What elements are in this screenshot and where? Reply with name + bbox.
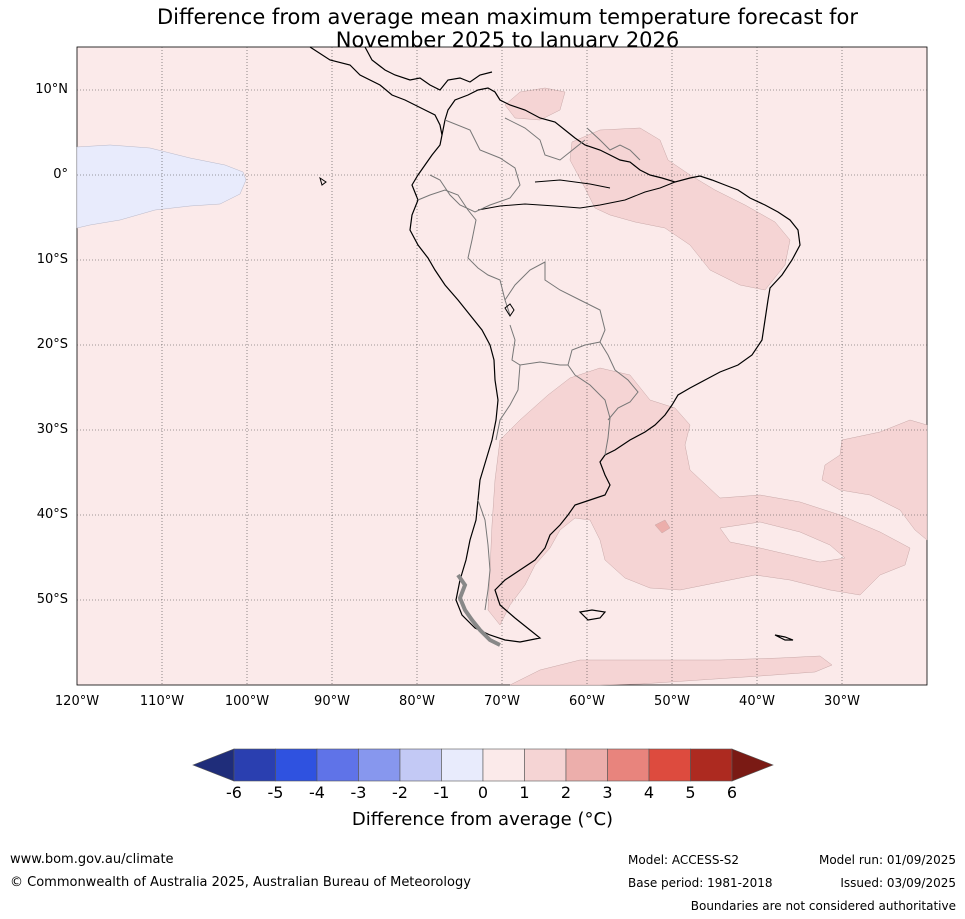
colorbar-bin <box>524 748 567 782</box>
colorbar-tick: 5 <box>685 783 696 802</box>
colorbar-bin <box>690 748 733 782</box>
lat-label-40s: 40°S <box>36 507 68 522</box>
colorbar-tick: -4 <box>309 783 325 802</box>
colorbar-tick: 6 <box>726 783 738 802</box>
lake-titicaca <box>504 303 515 317</box>
footer-issued: Issued: 03/09/2025 <box>840 876 956 890</box>
colorbar-bin <box>316 748 359 782</box>
lat-label-20s: 20°S <box>36 337 68 352</box>
lon-label-120w: 120°W <box>54 694 100 709</box>
colorbar-label: Difference from average (°C) <box>351 809 614 830</box>
colorbar-bin <box>565 748 608 782</box>
colorbar-tick: -2 <box>392 783 408 802</box>
lat-label-30s: 30°S <box>36 422 68 437</box>
colorbar-max-arrow <box>731 748 774 782</box>
footer-copyright: © Commonwealth of Australia 2025, Austra… <box>10 875 471 890</box>
lon-label-30w: 30°W <box>824 694 860 709</box>
colorbar-bin <box>233 748 276 782</box>
colorbar-tick: -5 <box>267 783 284 802</box>
south-georgia <box>774 634 794 641</box>
amazon-river <box>477 181 676 211</box>
colorbar-tick: 4 <box>643 783 655 802</box>
colorbar <box>192 748 774 782</box>
warm-anomaly-region-venezuela <box>504 87 566 121</box>
lon-label-40w: 40°W <box>739 694 775 709</box>
colorbar-bin <box>441 748 484 782</box>
warm-anomaly-region-south <box>509 655 833 686</box>
colorbar-tick: 0 <box>477 783 489 802</box>
lon-label-60w: 60°W <box>569 694 605 709</box>
lon-label-110w: 110°W <box>139 694 185 709</box>
colorbar-tick: -1 <box>433 783 450 802</box>
falkland-islands <box>578 609 607 621</box>
warm-anomaly-spot <box>654 519 671 534</box>
gridlines <box>77 47 927 685</box>
footer-model: Model: ACCESS-S2 <box>628 853 740 867</box>
colorbar-bin <box>275 748 318 782</box>
colorbar-tick: -3 <box>350 783 367 802</box>
lat-label-10s: 10°S <box>36 252 68 267</box>
colorbar-bin <box>482 748 525 782</box>
lon-label-50w: 50°W <box>654 694 690 709</box>
lat-label-50s: 50°S <box>36 592 68 607</box>
map-title-line1: Difference from average mean maximum tem… <box>157 5 858 29</box>
colorbar-min-arrow <box>192 748 235 782</box>
colorbar-tick: 1 <box>519 783 530 802</box>
footer-model-run: Model run: 01/09/2025 <box>818 853 956 867</box>
lat-label-0: 0° <box>53 167 68 182</box>
lat-label-10n: 10°N <box>35 82 68 97</box>
colorbar-tick: 2 <box>560 783 572 802</box>
chile-archipelago <box>456 573 501 647</box>
footer-base-period: Base period: 1981-2018 <box>628 876 773 890</box>
warm-anomaly-region-north-brazil <box>569 127 791 291</box>
lon-label-100w: 100°W <box>224 694 270 709</box>
colorbar-tick: 3 <box>602 783 613 802</box>
colorbar-bin <box>358 748 401 782</box>
footer-disclaimer: Boundaries are not considered authoritat… <box>690 899 956 913</box>
footer-url[interactable]: www.bom.gov.au/climate <box>10 852 174 867</box>
warm-anomaly-hole <box>719 521 846 563</box>
warm-anomaly-region-atlantic-east <box>821 419 928 541</box>
lon-label-80w: 80°W <box>399 694 435 709</box>
colorbar-bin <box>399 748 442 782</box>
colorbar-tick: -6 <box>226 783 242 802</box>
colorbar-bin <box>648 748 691 782</box>
country-borders <box>417 117 641 611</box>
central-america-coastline <box>309 46 493 136</box>
colorbar-bin <box>607 748 650 782</box>
cool-anomaly-region <box>76 144 247 229</box>
lon-label-90w: 90°W <box>314 694 350 709</box>
galapagos <box>319 176 327 186</box>
lon-label-70w: 70°W <box>484 694 520 709</box>
amazon-tributary <box>534 179 611 189</box>
